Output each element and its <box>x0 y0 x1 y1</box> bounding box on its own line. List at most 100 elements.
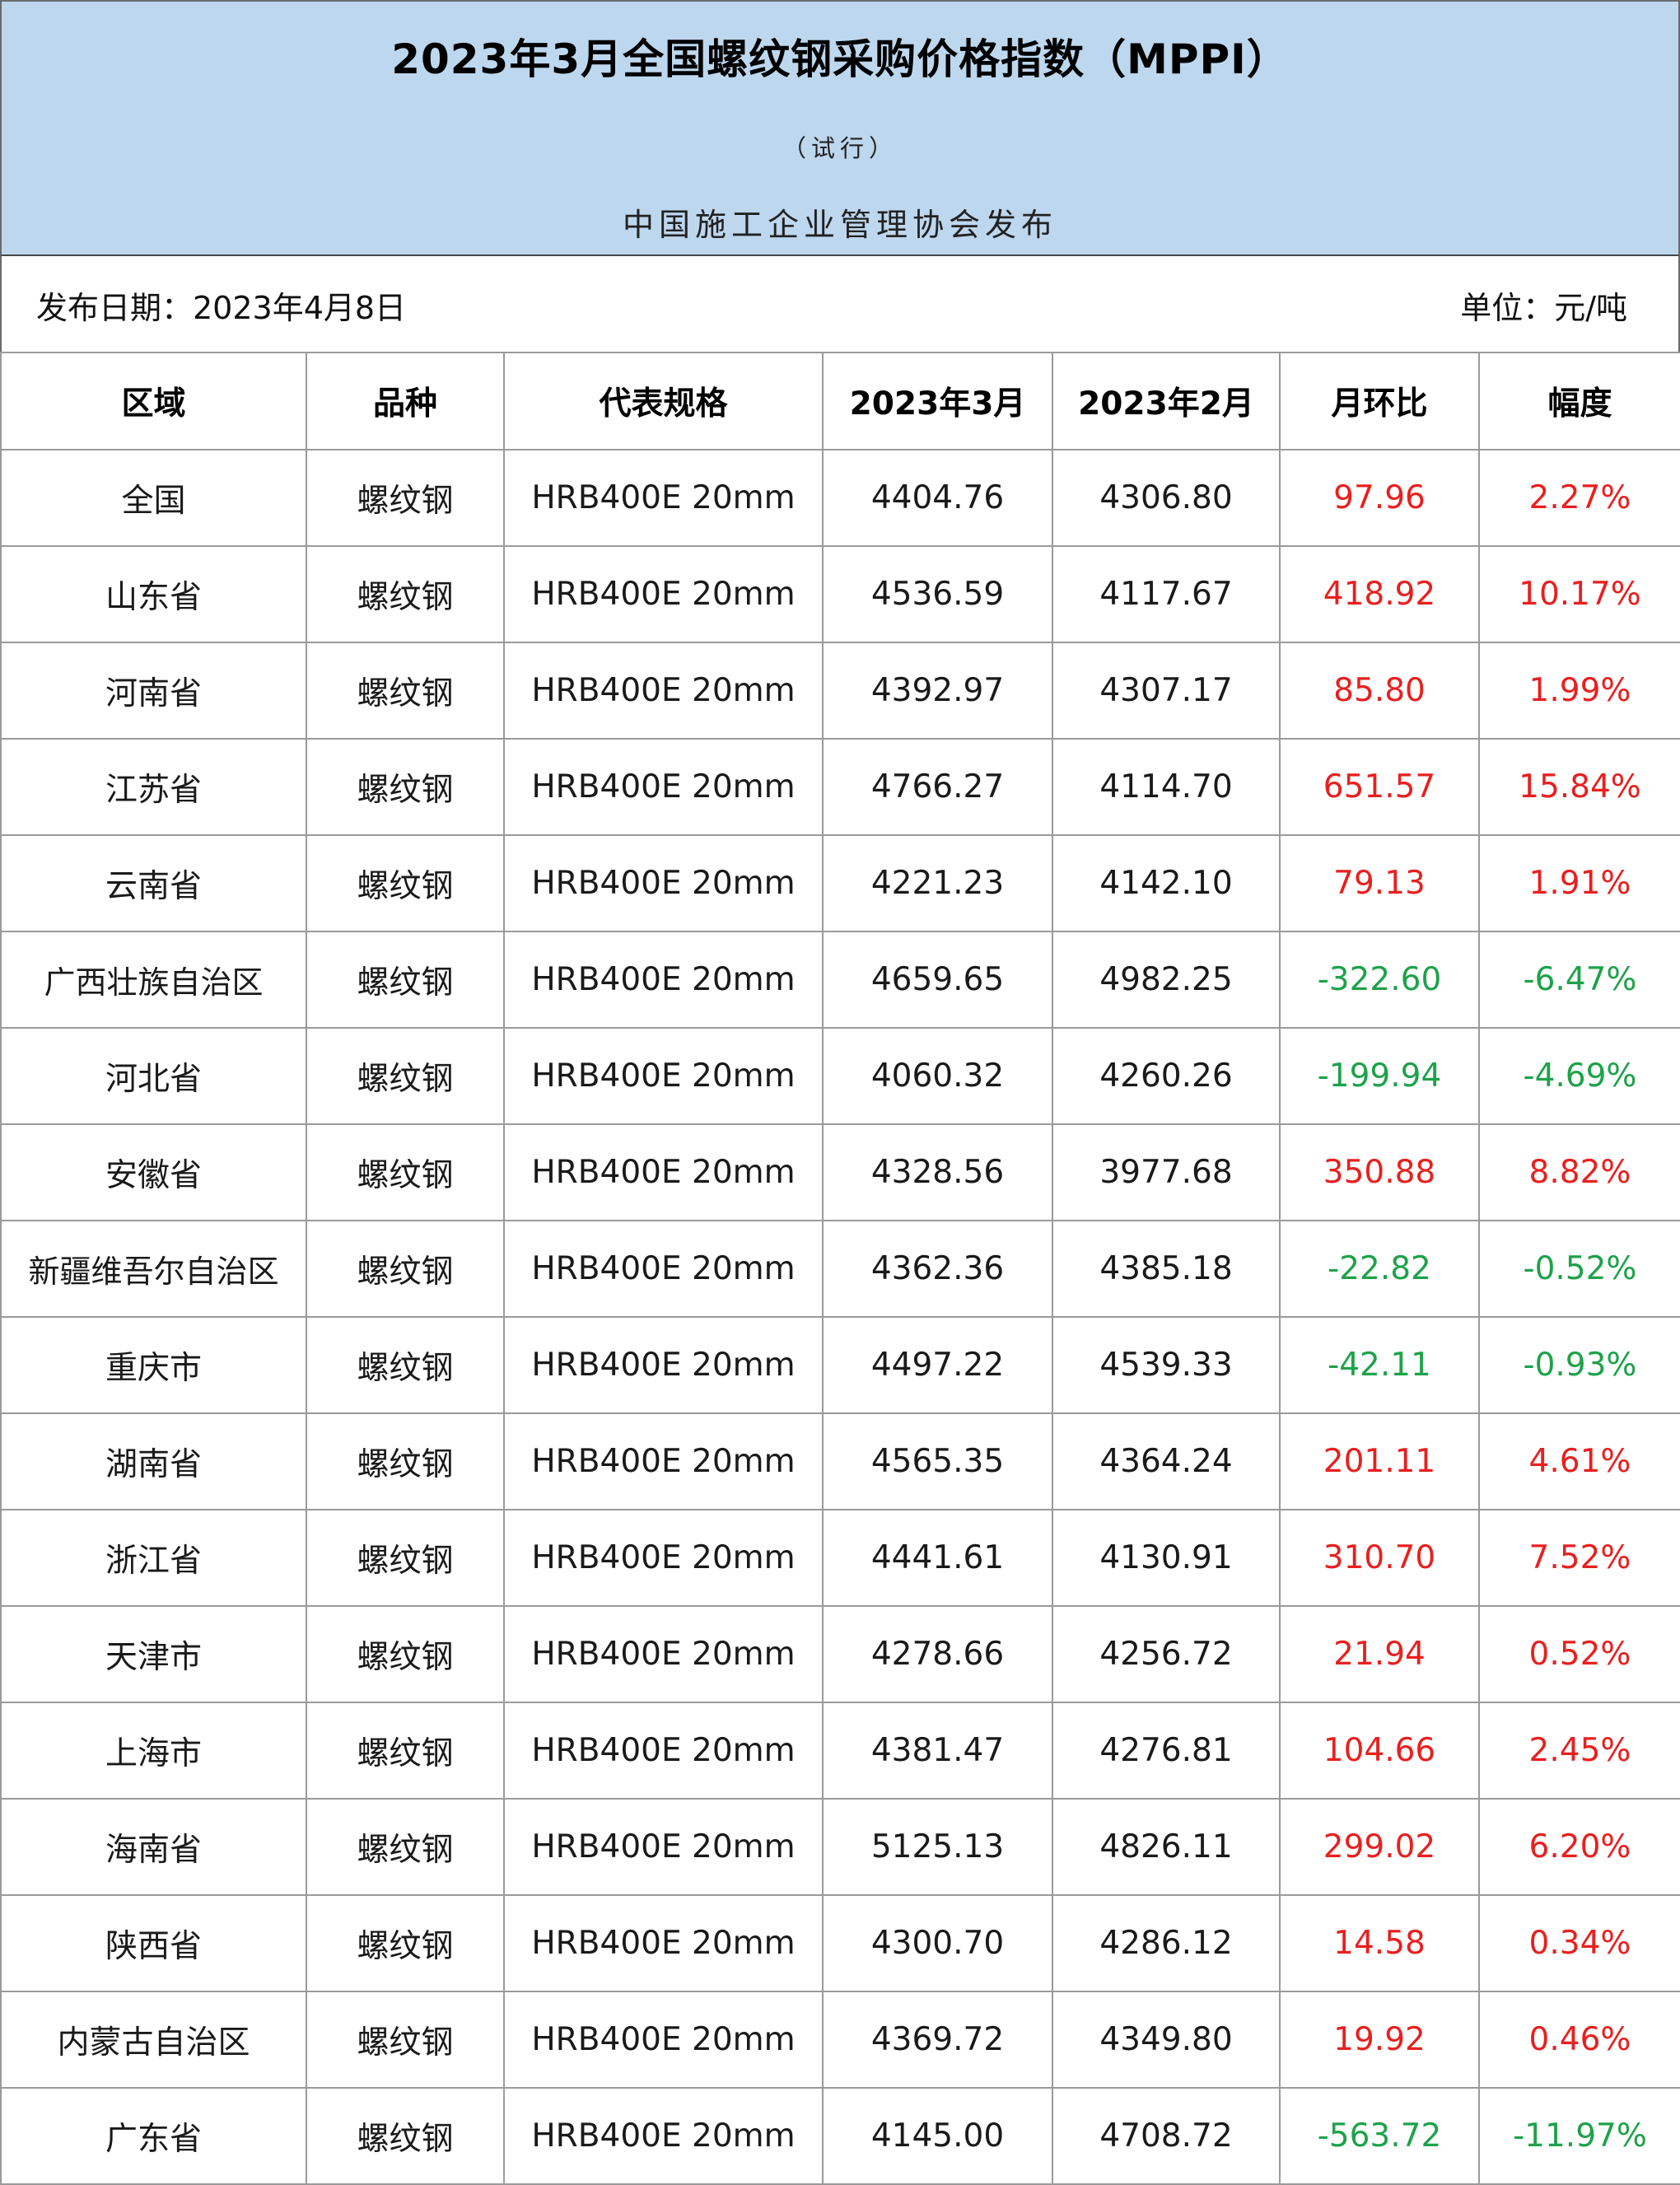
cell-variety: 螺纹钢 <box>306 1798 505 1896</box>
column-header-mom-change: 月环比 <box>1279 352 1480 451</box>
cell-february-price: 4364.24 <box>1052 1412 1281 1510</box>
table-row: 内蒙古自治区 螺纹钢 HRB400E 20mm 4369.72 4349.80 19.92… <box>0 1991 1680 2089</box>
cell-february-price: 4826.11 <box>1052 1798 1281 1896</box>
cell-march-price: 4441.61 <box>822 1509 1053 1607</box>
column-header-change-pct: 幅度 <box>1478 352 1680 451</box>
cell-mom-change: -42.11 <box>1279 1316 1480 1414</box>
cell-march-price: 5125.13 <box>822 1798 1053 1896</box>
cell-march-price: 4392.97 <box>822 642 1053 740</box>
table-row: 山东省 螺纹钢 HRB400E 20mm 4536.59 4117.67 418.92 10… <box>0 545 1680 643</box>
cell-variety: 螺纹钢 <box>306 1894 505 1992</box>
cell-variety: 螺纹钢 <box>306 738 505 836</box>
cell-change-pct: 7.52% <box>1478 1509 1680 1607</box>
cell-change-pct: 8.82% <box>1478 1123 1680 1221</box>
cell-february-price: 4982.25 <box>1052 931 1281 1029</box>
unit-label: 单位：元/吨 <box>1460 290 1627 326</box>
cell-march-price: 4060.32 <box>822 1027 1053 1125</box>
cell-change-pct: -0.93% <box>1478 1316 1680 1414</box>
cell-variety: 螺纹钢 <box>306 1220 505 1318</box>
cell-change-pct: 0.52% <box>1478 1605 1680 1703</box>
cell-change-pct: 6.20% <box>1478 1798 1680 1896</box>
cell-region: 新疆维吾尔自治区 <box>0 1220 307 1318</box>
cell-variety: 螺纹钢 <box>306 1123 505 1221</box>
report-publisher: 中国施工企业管理协会发布 <box>622 207 1057 243</box>
cell-mom-change: -22.82 <box>1279 1220 1480 1318</box>
cell-change-pct: 1.91% <box>1478 834 1680 932</box>
cell-february-price: 4306.80 <box>1052 449 1281 547</box>
cell-march-price: 4369.72 <box>822 1991 1053 2089</box>
cell-march-price: 4381.47 <box>822 1702 1053 1800</box>
table-row: 天津市 螺纹钢 HRB400E 20mm 4278.66 4256.72 21.94 0.5… <box>0 1605 1680 1703</box>
cell-region: 内蒙古自治区 <box>0 1991 307 2089</box>
table-header-row: 区域 品种 代表规格 2023年3月 2023年2月 月环比 幅度 <box>0 352 1680 451</box>
cell-march-price: 4766.27 <box>822 738 1053 836</box>
cell-variety: 螺纹钢 <box>306 1702 505 1800</box>
cell-region: 湖南省 <box>0 1412 307 1510</box>
cell-february-price: 4142.10 <box>1052 834 1281 932</box>
cell-february-price: 4114.70 <box>1052 738 1281 836</box>
cell-mom-change: 21.94 <box>1279 1605 1480 1703</box>
cell-mom-change: 79.13 <box>1279 834 1480 932</box>
cell-march-price: 4497.22 <box>822 1316 1053 1414</box>
cell-mom-change: 299.02 <box>1279 1798 1480 1896</box>
cell-mom-change: 201.11 <box>1279 1412 1480 1510</box>
cell-variety: 螺纹钢 <box>306 2087 505 2185</box>
table-row: 浙江省 螺纹钢 HRB400E 20mm 4441.61 4130.91 310.70 7.… <box>0 1509 1680 1607</box>
cell-february-price: 4385.18 <box>1052 1220 1281 1318</box>
cell-february-price: 4708.72 <box>1052 2087 1281 2185</box>
cell-march-price: 4404.76 <box>822 449 1053 547</box>
cell-region: 广西壮族自治区 <box>0 931 307 1029</box>
cell-region: 江苏省 <box>0 738 307 836</box>
cell-march-price: 4328.56 <box>822 1123 1053 1221</box>
cell-variety: 螺纹钢 <box>306 449 505 547</box>
column-header-region: 区域 <box>0 352 307 451</box>
cell-spec: HRB400E 20mm <box>503 931 824 1029</box>
table-row: 安徽省 螺纹钢 HRB400E 20mm 4328.56 3977.68 350.88 8.… <box>0 1123 1680 1221</box>
cell-spec: HRB400E 20mm <box>503 1220 824 1318</box>
column-header-variety: 品种 <box>306 352 505 451</box>
cell-region: 云南省 <box>0 834 307 932</box>
cell-region: 广东省 <box>0 2087 307 2185</box>
table-row: 广东省 螺纹钢 HRB400E 20mm 4145.00 4708.72 -563.72-… <box>0 2087 1680 2185</box>
cell-march-price: 4300.70 <box>822 1894 1053 1992</box>
cell-spec: HRB400E 20mm <box>503 2087 824 2185</box>
cell-variety: 螺纹钢 <box>306 931 505 1029</box>
cell-region: 上海市 <box>0 1702 307 1800</box>
cell-february-price: 4276.81 <box>1052 1702 1281 1800</box>
publish-date: 发布日期：2023年4月8日 <box>36 290 407 326</box>
cell-spec: HRB400E 20mm <box>503 1894 824 1992</box>
table-row: 湖南省 螺纹钢 HRB400E 20mm 4565.35 4364.24 201.11 4.… <box>0 1412 1680 1510</box>
cell-mom-change: 97.96 <box>1279 449 1480 547</box>
info-bar: 发布日期：2023年4月8日 单位：元/吨 <box>0 256 1680 352</box>
cell-region: 浙江省 <box>0 1509 307 1607</box>
cell-february-price: 3977.68 <box>1052 1123 1281 1221</box>
cell-change-pct: 0.34% <box>1478 1894 1680 1992</box>
report-title: 2023年3月全国螺纹钢采购价格指数（MPPI） <box>391 35 1289 83</box>
cell-change-pct: -4.69% <box>1478 1027 1680 1125</box>
cell-region: 天津市 <box>0 1605 307 1703</box>
table-row: 广西壮族自治区 螺纹钢 HRB400E 20mm 4659.65 4982.25 -322… <box>0 931 1680 1029</box>
cell-region: 河北省 <box>0 1027 307 1125</box>
cell-mom-change: 104.66 <box>1279 1702 1480 1800</box>
cell-spec: HRB400E 20mm <box>503 1991 824 2089</box>
table-row: 海南省 螺纹钢 HRB400E 20mm 5125.13 4826.11 299.02 6.… <box>0 1798 1680 1896</box>
table-row: 新疆维吾尔自治区 螺纹钢 HRB400E 20mm 4362.36 4385.18 -22… <box>0 1220 1680 1318</box>
cell-region: 安徽省 <box>0 1123 307 1221</box>
cell-mom-change: 350.88 <box>1279 1123 1480 1221</box>
cell-mom-change: 85.80 <box>1279 642 1480 740</box>
cell-february-price: 4117.67 <box>1052 545 1281 643</box>
cell-variety: 螺纹钢 <box>306 1605 505 1703</box>
cell-february-price: 4130.91 <box>1052 1509 1281 1607</box>
cell-change-pct: 4.61% <box>1478 1412 1680 1510</box>
cell-mom-change: 418.92 <box>1279 545 1480 643</box>
cell-spec: HRB400E 20mm <box>503 834 824 932</box>
cell-variety: 螺纹钢 <box>306 1316 505 1414</box>
cell-spec: HRB400E 20mm <box>503 642 824 740</box>
cell-region: 河南省 <box>0 642 307 740</box>
cell-mom-change: 19.92 <box>1279 1991 1480 2089</box>
cell-mom-change: -322.60 <box>1279 931 1480 1029</box>
cell-spec: HRB400E 20mm <box>503 1412 824 1510</box>
cell-march-price: 4145.00 <box>822 2087 1053 2185</box>
table-row: 全国 螺纹钢 HRB400E 20mm 4404.76 4306.80 97.96 2.27… <box>0 449 1680 547</box>
